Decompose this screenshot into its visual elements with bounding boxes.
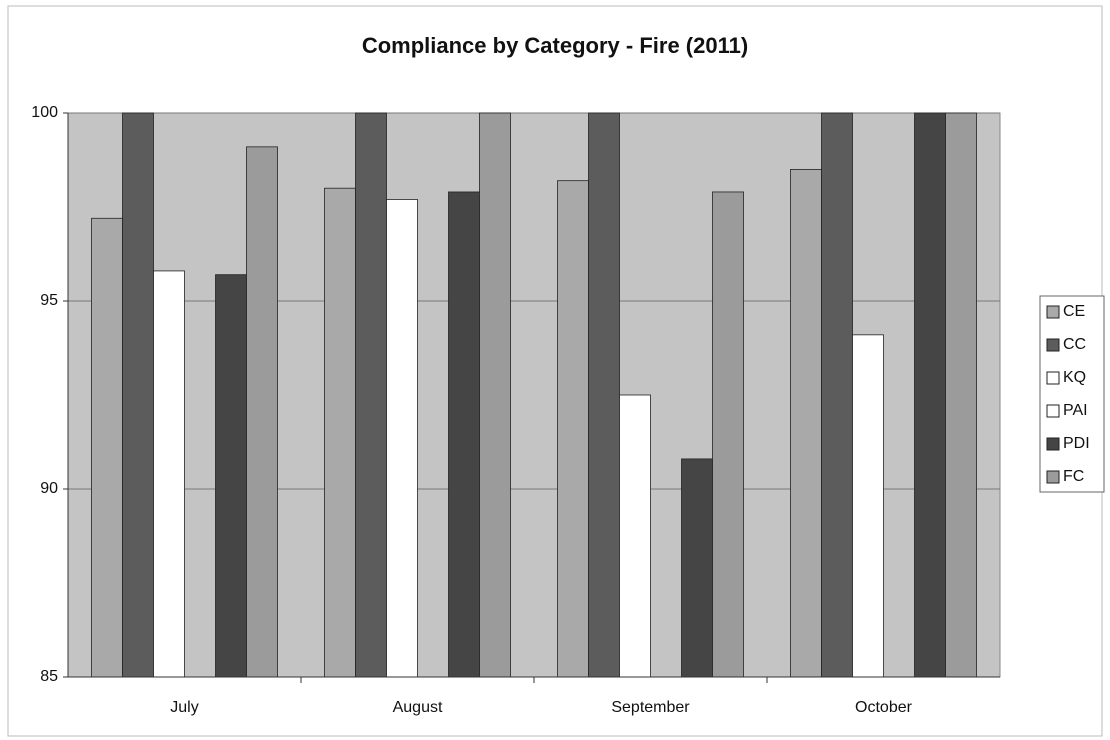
legend-swatch xyxy=(1046,305,1060,319)
bar xyxy=(790,168,822,678)
legend-label: PDI xyxy=(1063,435,1090,452)
bar xyxy=(246,146,278,678)
y-tick-label: 95 xyxy=(40,292,58,309)
legend-box xyxy=(1039,295,1105,493)
x-tick-label: August xyxy=(393,699,443,716)
legend-swatch xyxy=(1046,404,1060,418)
y-tick-label: 85 xyxy=(40,668,58,685)
y-tick-label: 100 xyxy=(31,104,58,121)
y-tick-label: 90 xyxy=(40,480,58,497)
x-tick-label: July xyxy=(170,699,198,716)
legend-swatch xyxy=(1046,371,1060,385)
bar xyxy=(619,394,651,678)
bar xyxy=(479,112,511,678)
bar xyxy=(914,112,946,678)
bar xyxy=(448,191,480,678)
bar xyxy=(821,112,853,678)
bar xyxy=(557,180,589,678)
legend-label: CE xyxy=(1063,303,1085,320)
bar xyxy=(91,217,123,678)
legend-label: FC xyxy=(1063,468,1084,485)
bar xyxy=(215,274,247,678)
bar xyxy=(588,112,620,678)
x-tick-label: September xyxy=(611,699,690,716)
legend-swatch xyxy=(1046,437,1060,451)
legend-label: KQ xyxy=(1063,369,1086,386)
bar xyxy=(681,458,713,678)
chart-title: Compliance by Category - Fire (2011) xyxy=(362,33,748,58)
bar xyxy=(852,334,884,678)
bar xyxy=(324,187,356,678)
bar xyxy=(355,112,387,678)
legend-label: CC xyxy=(1063,336,1086,353)
legend-swatch xyxy=(1046,470,1060,484)
bar xyxy=(386,199,418,678)
bar xyxy=(122,112,154,678)
legend-label: PAI xyxy=(1063,402,1088,419)
bar xyxy=(945,112,977,678)
bar xyxy=(153,270,185,678)
bar xyxy=(712,191,744,678)
x-tick-label: October xyxy=(855,699,913,716)
legend-swatch xyxy=(1046,338,1060,352)
